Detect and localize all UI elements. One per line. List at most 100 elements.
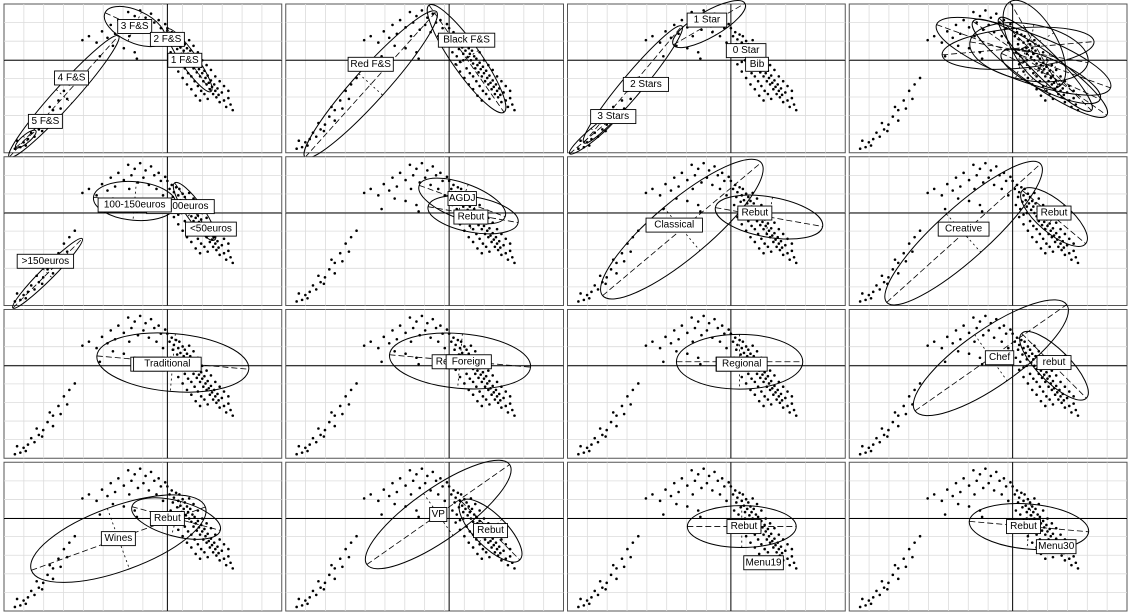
data-point <box>33 440 36 444</box>
data-point <box>720 171 724 175</box>
data-point <box>696 50 700 54</box>
data-point <box>975 21 978 24</box>
data-point <box>195 71 199 74</box>
data-point <box>212 83 216 86</box>
data-point <box>100 182 104 186</box>
data-point <box>978 203 982 207</box>
label-box <box>97 197 172 213</box>
data-point <box>1067 390 1071 393</box>
data-point <box>911 250 914 253</box>
ellipse-minor-axis <box>455 184 469 218</box>
data-point <box>494 388 498 392</box>
label-text: Wines <box>104 533 132 544</box>
data-point <box>1034 507 1037 511</box>
data-point <box>464 49 467 52</box>
data-point <box>1032 205 1035 208</box>
data-point <box>896 567 900 570</box>
data-point <box>187 517 191 520</box>
data-point <box>1035 227 1038 231</box>
data-point <box>168 340 171 343</box>
data-point <box>869 144 873 147</box>
data-point <box>992 183 996 187</box>
data-point <box>51 272 55 275</box>
data-point <box>644 497 648 500</box>
data-point <box>109 23 113 27</box>
data-point <box>377 41 380 44</box>
data-point <box>1076 414 1080 417</box>
data-point <box>51 567 55 570</box>
data-point <box>691 493 695 496</box>
panel-foreign: RebutForeign <box>285 309 564 459</box>
data-point <box>495 547 499 551</box>
data-point <box>109 329 113 332</box>
data-point <box>750 377 753 380</box>
data-point <box>918 534 922 538</box>
data-point <box>218 538 221 541</box>
data-point <box>153 326 156 330</box>
data-point <box>773 374 776 377</box>
data-point <box>1067 557 1071 561</box>
data-point <box>904 259 908 263</box>
label-box <box>133 356 202 372</box>
data-point <box>601 586 604 589</box>
data-point <box>380 207 383 211</box>
data-point <box>415 203 418 207</box>
data-point <box>473 67 477 70</box>
data-point <box>992 336 996 339</box>
data-point <box>772 240 775 244</box>
data-point <box>415 167 418 171</box>
ellipse-major-axis <box>304 11 437 158</box>
data-point <box>747 372 750 376</box>
data-point <box>1022 194 1025 197</box>
data-point <box>206 379 209 383</box>
data-point <box>696 320 700 323</box>
data-point <box>741 340 745 343</box>
data-point <box>887 123 890 126</box>
data-point <box>690 316 693 319</box>
data-point <box>111 502 115 506</box>
data-point <box>1041 50 1045 54</box>
data-point <box>956 502 960 506</box>
data-point <box>147 489 151 492</box>
data-point <box>875 436 878 440</box>
data-point <box>756 515 760 519</box>
data-point <box>477 376 480 380</box>
data-point <box>492 85 496 89</box>
data-point <box>1054 374 1058 377</box>
data-point <box>163 22 167 26</box>
data-point <box>51 414 55 417</box>
ellipse-minor-axis <box>702 12 716 36</box>
data-point <box>680 18 684 22</box>
data-point <box>760 509 763 512</box>
data-point <box>1022 222 1025 226</box>
data-point <box>590 596 593 599</box>
data-point <box>1013 187 1017 191</box>
data-point <box>1030 352 1034 356</box>
data-point <box>675 350 678 353</box>
data-point <box>62 395 66 398</box>
data-point <box>1074 408 1078 412</box>
data-point <box>651 187 654 191</box>
data-point <box>317 579 320 583</box>
data-point <box>19 451 22 454</box>
data-point <box>745 507 749 511</box>
data-point <box>744 76 748 80</box>
data-point <box>181 497 184 501</box>
data-point <box>770 234 774 237</box>
data-point <box>720 477 724 480</box>
data-point <box>333 272 337 275</box>
data-point <box>733 30 737 34</box>
data-point <box>615 272 618 275</box>
data-point <box>181 76 184 80</box>
data-point <box>739 505 742 509</box>
data-point <box>727 22 731 26</box>
data-point <box>756 385 760 388</box>
data-point <box>752 202 756 205</box>
data-point <box>1029 55 1033 59</box>
data-point <box>176 70 180 73</box>
ellipse-major-axis <box>972 21 1108 116</box>
label-text: Regional <box>722 359 761 370</box>
data-point <box>192 502 195 506</box>
